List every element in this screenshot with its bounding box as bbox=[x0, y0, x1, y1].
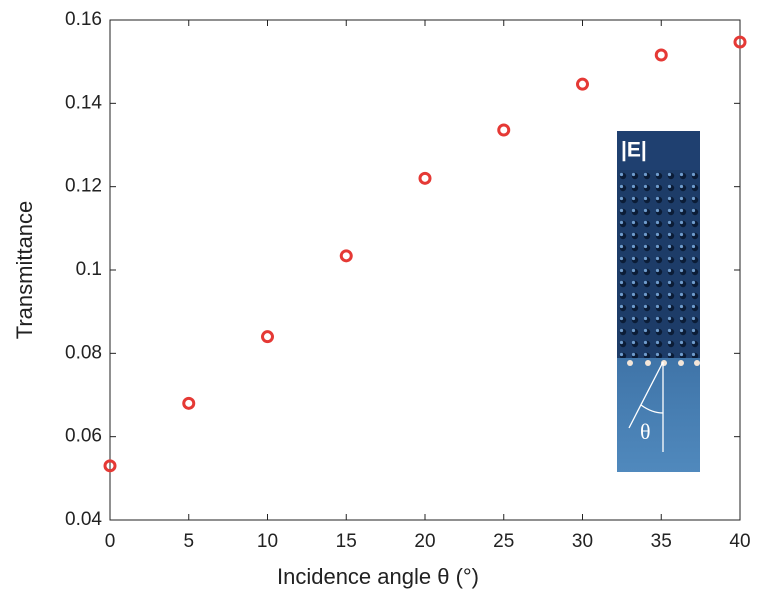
x-tick-label: 0 bbox=[105, 531, 116, 552]
x-tick-label: 5 bbox=[183, 531, 194, 552]
x-tick-label: 35 bbox=[651, 531, 672, 552]
y-axis-label: Transmittance bbox=[12, 201, 37, 340]
data-point bbox=[654, 48, 668, 62]
x-tick-label: 20 bbox=[414, 531, 435, 552]
data-point bbox=[103, 459, 117, 473]
inset-label: |E| bbox=[621, 139, 647, 162]
data-point bbox=[418, 171, 432, 185]
y-tick-label: 0.08 bbox=[65, 342, 102, 363]
y-tick-label: 0.12 bbox=[65, 176, 102, 197]
y-tick-label: 0.1 bbox=[76, 259, 102, 280]
data-point bbox=[182, 396, 196, 410]
x-tick-label: 15 bbox=[336, 531, 357, 552]
x-tick-label: 30 bbox=[572, 531, 593, 552]
y-tick-label: 0.04 bbox=[65, 509, 102, 530]
x-tick-label: 25 bbox=[493, 531, 514, 552]
y-tick-label: 0.14 bbox=[65, 92, 102, 113]
x-tick-label: 40 bbox=[729, 531, 750, 552]
x-axis-label: Incidence angle θ (°) bbox=[277, 564, 479, 589]
y-tick-label: 0.16 bbox=[65, 9, 102, 30]
data-point bbox=[497, 123, 511, 137]
data-point bbox=[339, 249, 353, 263]
x-tick-label: 10 bbox=[257, 531, 278, 552]
data-point bbox=[576, 77, 589, 91]
inset-angle: θ bbox=[640, 419, 651, 444]
data-point bbox=[733, 35, 747, 49]
y-tick-label: 0.06 bbox=[65, 426, 102, 447]
data-point bbox=[261, 330, 274, 344]
inset-image bbox=[617, 131, 700, 472]
